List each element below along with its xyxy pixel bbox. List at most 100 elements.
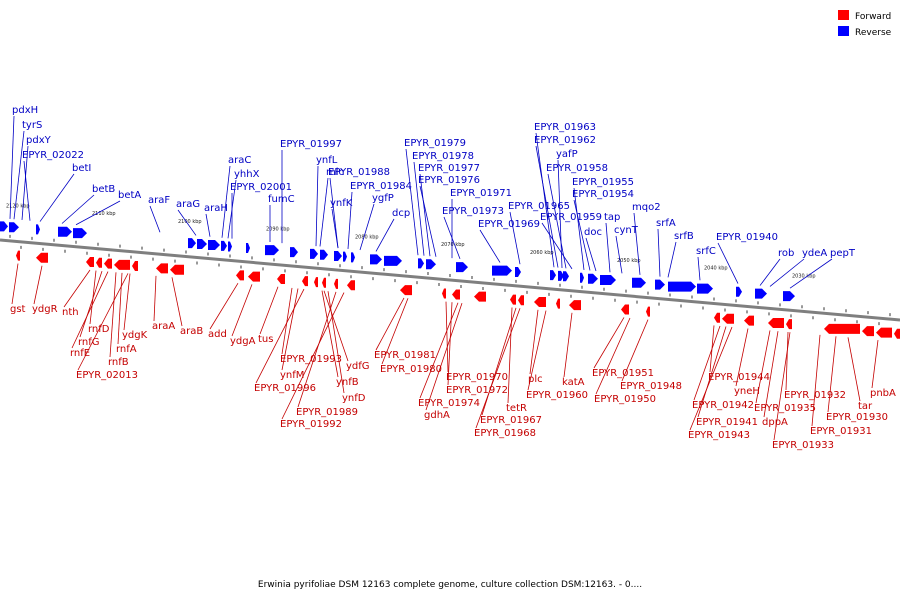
gene-arrow-forward[interactable] (314, 277, 318, 288)
gene-label-ynfm[interactable]: ynfM (280, 370, 304, 381)
gene-label-epyr-01970[interactable]: EPYR_01970 (446, 372, 508, 383)
gene-arrow-forward[interactable] (722, 313, 734, 324)
gene-arrow-forward[interactable] (646, 306, 650, 317)
gene-label-epyr-01978[interactable]: EPYR_01978 (412, 151, 474, 162)
gene-label-ynfl[interactable]: ynfL (316, 155, 338, 166)
gene-label-beta[interactable]: betA (118, 190, 141, 201)
gene-arrow-forward[interactable] (277, 273, 285, 284)
gene-label-dcp[interactable]: dcp (392, 208, 410, 219)
gene-label-epyr-02013[interactable]: EPYR_02013 (76, 370, 138, 381)
gene-arrow-reverse[interactable] (36, 224, 40, 235)
gene-arrow-reverse[interactable] (334, 251, 342, 262)
gene-label-ynfk[interactable]: ynfK (330, 198, 353, 209)
gene-label-epyr-01951[interactable]: EPYR_01951 (592, 368, 654, 379)
gene-arrow-forward[interactable] (132, 261, 138, 271)
gene-label-ydfg[interactable]: ydfG (346, 361, 370, 372)
gene-arrow-forward[interactable] (876, 327, 892, 338)
gene-label-rnfb[interactable]: rnfB (108, 357, 129, 368)
gene-label-epyr-01931[interactable]: EPYR_01931 (810, 426, 872, 437)
gene-arrow-reverse[interactable] (188, 238, 196, 249)
gene-arrow-reverse[interactable] (755, 288, 767, 299)
gene-arrow-reverse[interactable] (0, 221, 8, 232)
gene-arrow-forward[interactable] (322, 277, 326, 288)
gene-label-epyr-01942[interactable]: EPYR_01942 (692, 400, 754, 411)
gene-label-ydgk[interactable]: ydgK (122, 330, 148, 341)
gene-arrow-forward[interactable] (170, 264, 184, 275)
gene-label-pdxy[interactable]: pdxY (26, 135, 52, 146)
gene-arrow-reverse[interactable] (697, 283, 713, 294)
gene-arrow-forward[interactable] (452, 289, 460, 300)
gene-arrow-forward[interactable] (156, 263, 168, 274)
gene-label-doc[interactable]: doc (584, 227, 602, 238)
gene-label-epyr-01974[interactable]: EPYR_01974 (418, 398, 480, 409)
gene-label-tyrs[interactable]: tyrS (22, 120, 42, 131)
gene-label-arah[interactable]: araH (204, 203, 228, 214)
gene-label-epyr-01941[interactable]: EPYR_01941 (696, 417, 758, 428)
gene-arrow-forward[interactable] (621, 304, 629, 315)
gene-label-srfc[interactable]: srfC (696, 246, 716, 257)
gene-arrow-reverse[interactable] (580, 272, 584, 283)
gene-label-epyr-01996[interactable]: EPYR_01996 (254, 383, 316, 394)
gene-arrow-reverse[interactable] (632, 277, 646, 288)
gene-label-epyr-01969[interactable]: EPYR_01969 (478, 219, 540, 230)
gene-label-epyr-01989[interactable]: EPYR_01989 (296, 407, 358, 418)
gene-label-epyr-01981[interactable]: EPYR_01981 (374, 350, 436, 361)
gene-arrow-reverse[interactable] (343, 251, 347, 262)
gene-label-epyr-01963[interactable]: EPYR_01963 (534, 122, 596, 133)
gene-arrow-reverse[interactable] (563, 271, 569, 282)
gene-label-ydgr[interactable]: ydgR (32, 304, 58, 315)
gene-arrow-forward[interactable] (347, 280, 355, 291)
gene-label-srfb[interactable]: srfB (674, 231, 694, 242)
gene-arrow-forward[interactable] (862, 326, 874, 337)
gene-label-yneh[interactable]: yneH (734, 386, 760, 397)
gene-arrow-reverse[interactable] (558, 270, 564, 281)
gene-arrow-reverse[interactable] (668, 281, 696, 292)
gene-label-epyr-01935[interactable]: EPYR_01935 (754, 403, 816, 414)
gene-arrow-reverse[interactable] (197, 238, 207, 249)
gene-label-add[interactable]: add (208, 329, 227, 340)
gene-arrow-reverse[interactable] (320, 249, 328, 260)
gene-label-epyr-01940[interactable]: EPYR_01940 (716, 232, 778, 243)
gene-label-epyr-01930[interactable]: EPYR_01930 (826, 412, 888, 423)
gene-arrow-forward[interactable] (96, 257, 102, 268)
gene-arrow-forward[interactable] (824, 323, 860, 334)
gene-label-ygfp[interactable]: ygfP (372, 193, 394, 204)
gene-arrow-reverse[interactable] (310, 248, 318, 259)
gene-label-araa[interactable]: araA (152, 321, 175, 332)
gene-label-epyr-01950[interactable]: EPYR_01950 (594, 394, 656, 405)
gene-label-yafp[interactable]: yafP (556, 149, 578, 160)
gene-label-arac[interactable]: araC (228, 155, 251, 166)
gene-label-epyr-01972[interactable]: EPYR_01972 (446, 385, 508, 396)
gene-label-tap[interactable]: tap (604, 212, 620, 223)
gene-label-epyr-01976[interactable]: EPYR_01976 (418, 175, 480, 186)
gene-arrow-reverse[interactable] (492, 265, 512, 276)
gene-label-arab[interactable]: araB (180, 326, 203, 337)
gene-arrow-forward[interactable] (114, 259, 130, 270)
gene-label-pnba[interactable]: pnbA (870, 388, 896, 399)
gene-label-epyr-01948[interactable]: EPYR_01948 (620, 381, 682, 392)
gene-arrow-reverse[interactable] (228, 241, 232, 252)
gene-arrow-reverse[interactable] (384, 255, 402, 266)
gene-label-betb[interactable]: betB (92, 184, 115, 195)
gene-label-tetr[interactable]: tetR (506, 403, 527, 414)
gene-arrow-forward[interactable] (768, 317, 784, 328)
gene-label-srfa[interactable]: srfA (656, 218, 676, 229)
gene-arrow-reverse[interactable] (515, 267, 521, 278)
gene-arrow-forward[interactable] (16, 250, 20, 261)
gene-arrow-forward[interactable] (442, 288, 446, 299)
gene-label-yhhx[interactable]: yhhX (234, 169, 260, 180)
gene-label-epyr-01997[interactable]: EPYR_01997 (280, 139, 342, 150)
gene-label-tar[interactable]: tar (858, 401, 873, 412)
gene-arrow-reverse[interactable] (351, 252, 355, 263)
gene-label-gst[interactable]: gst (10, 304, 26, 315)
gene-arrow-reverse[interactable] (290, 247, 298, 258)
gene-label-epyr-01955[interactable]: EPYR_01955 (572, 177, 634, 188)
gene-label-epyr-01962[interactable]: EPYR_01962 (534, 135, 596, 146)
gene-arrow-forward[interactable] (518, 295, 524, 306)
gene-label-fumc[interactable]: fumC (268, 194, 295, 205)
gene-label-epyr-01954[interactable]: EPYR_01954 (572, 189, 634, 200)
gene-label-cynt[interactable]: cynT (614, 225, 639, 236)
gene-label-epyr-01958[interactable]: EPYR_01958 (546, 163, 608, 174)
gene-arrow-forward[interactable] (86, 257, 94, 267)
gene-label-araf[interactable]: araF (148, 195, 170, 206)
